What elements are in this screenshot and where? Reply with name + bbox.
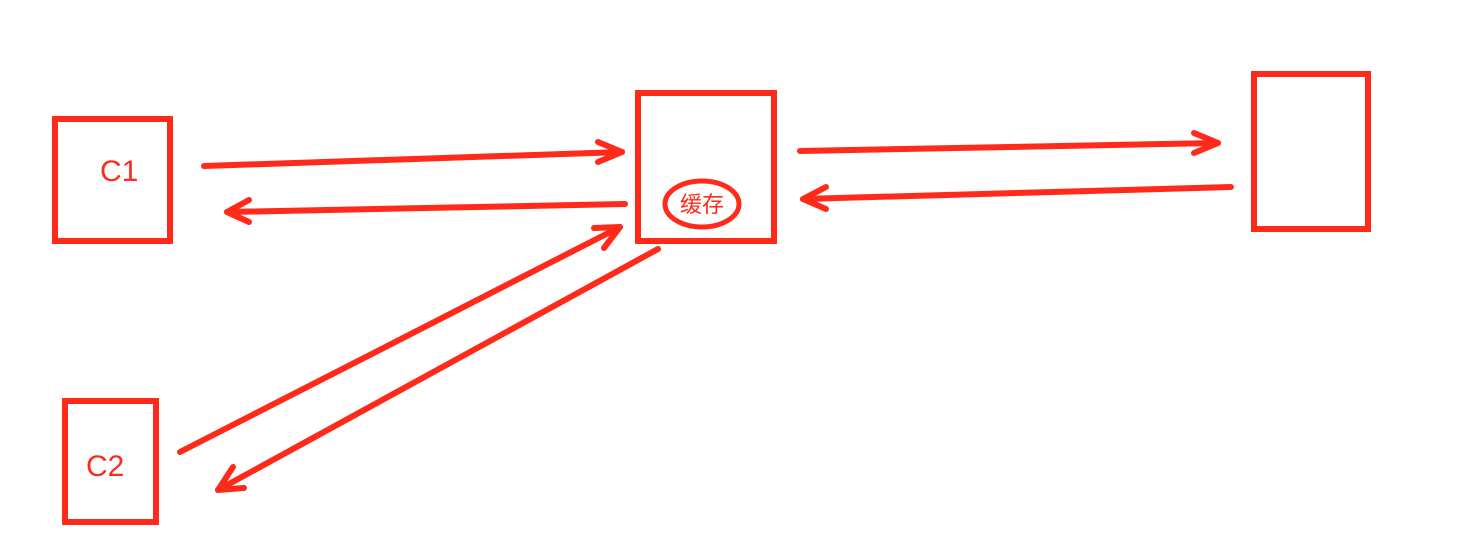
- edge-c2-to-cache: [177, 224, 623, 455]
- edge-cache-to-c1: [224, 197, 628, 225]
- c1-label: C1: [100, 155, 138, 188]
- edge-cache-to-server: [797, 130, 1221, 156]
- server-box: [1251, 71, 1371, 232]
- c2-label: C2: [86, 450, 124, 483]
- cache-badge-label: 缓存: [680, 193, 724, 218]
- edge-c1-to-cache: [201, 139, 625, 169]
- edge-cache-to-c2: [215, 246, 661, 493]
- c2-box: [62, 398, 159, 525]
- cache-box: [635, 90, 777, 244]
- cache-badge-ellipse: [662, 178, 742, 230]
- edge-server-to-cache: [800, 184, 1234, 212]
- c1-box: [52, 116, 173, 244]
